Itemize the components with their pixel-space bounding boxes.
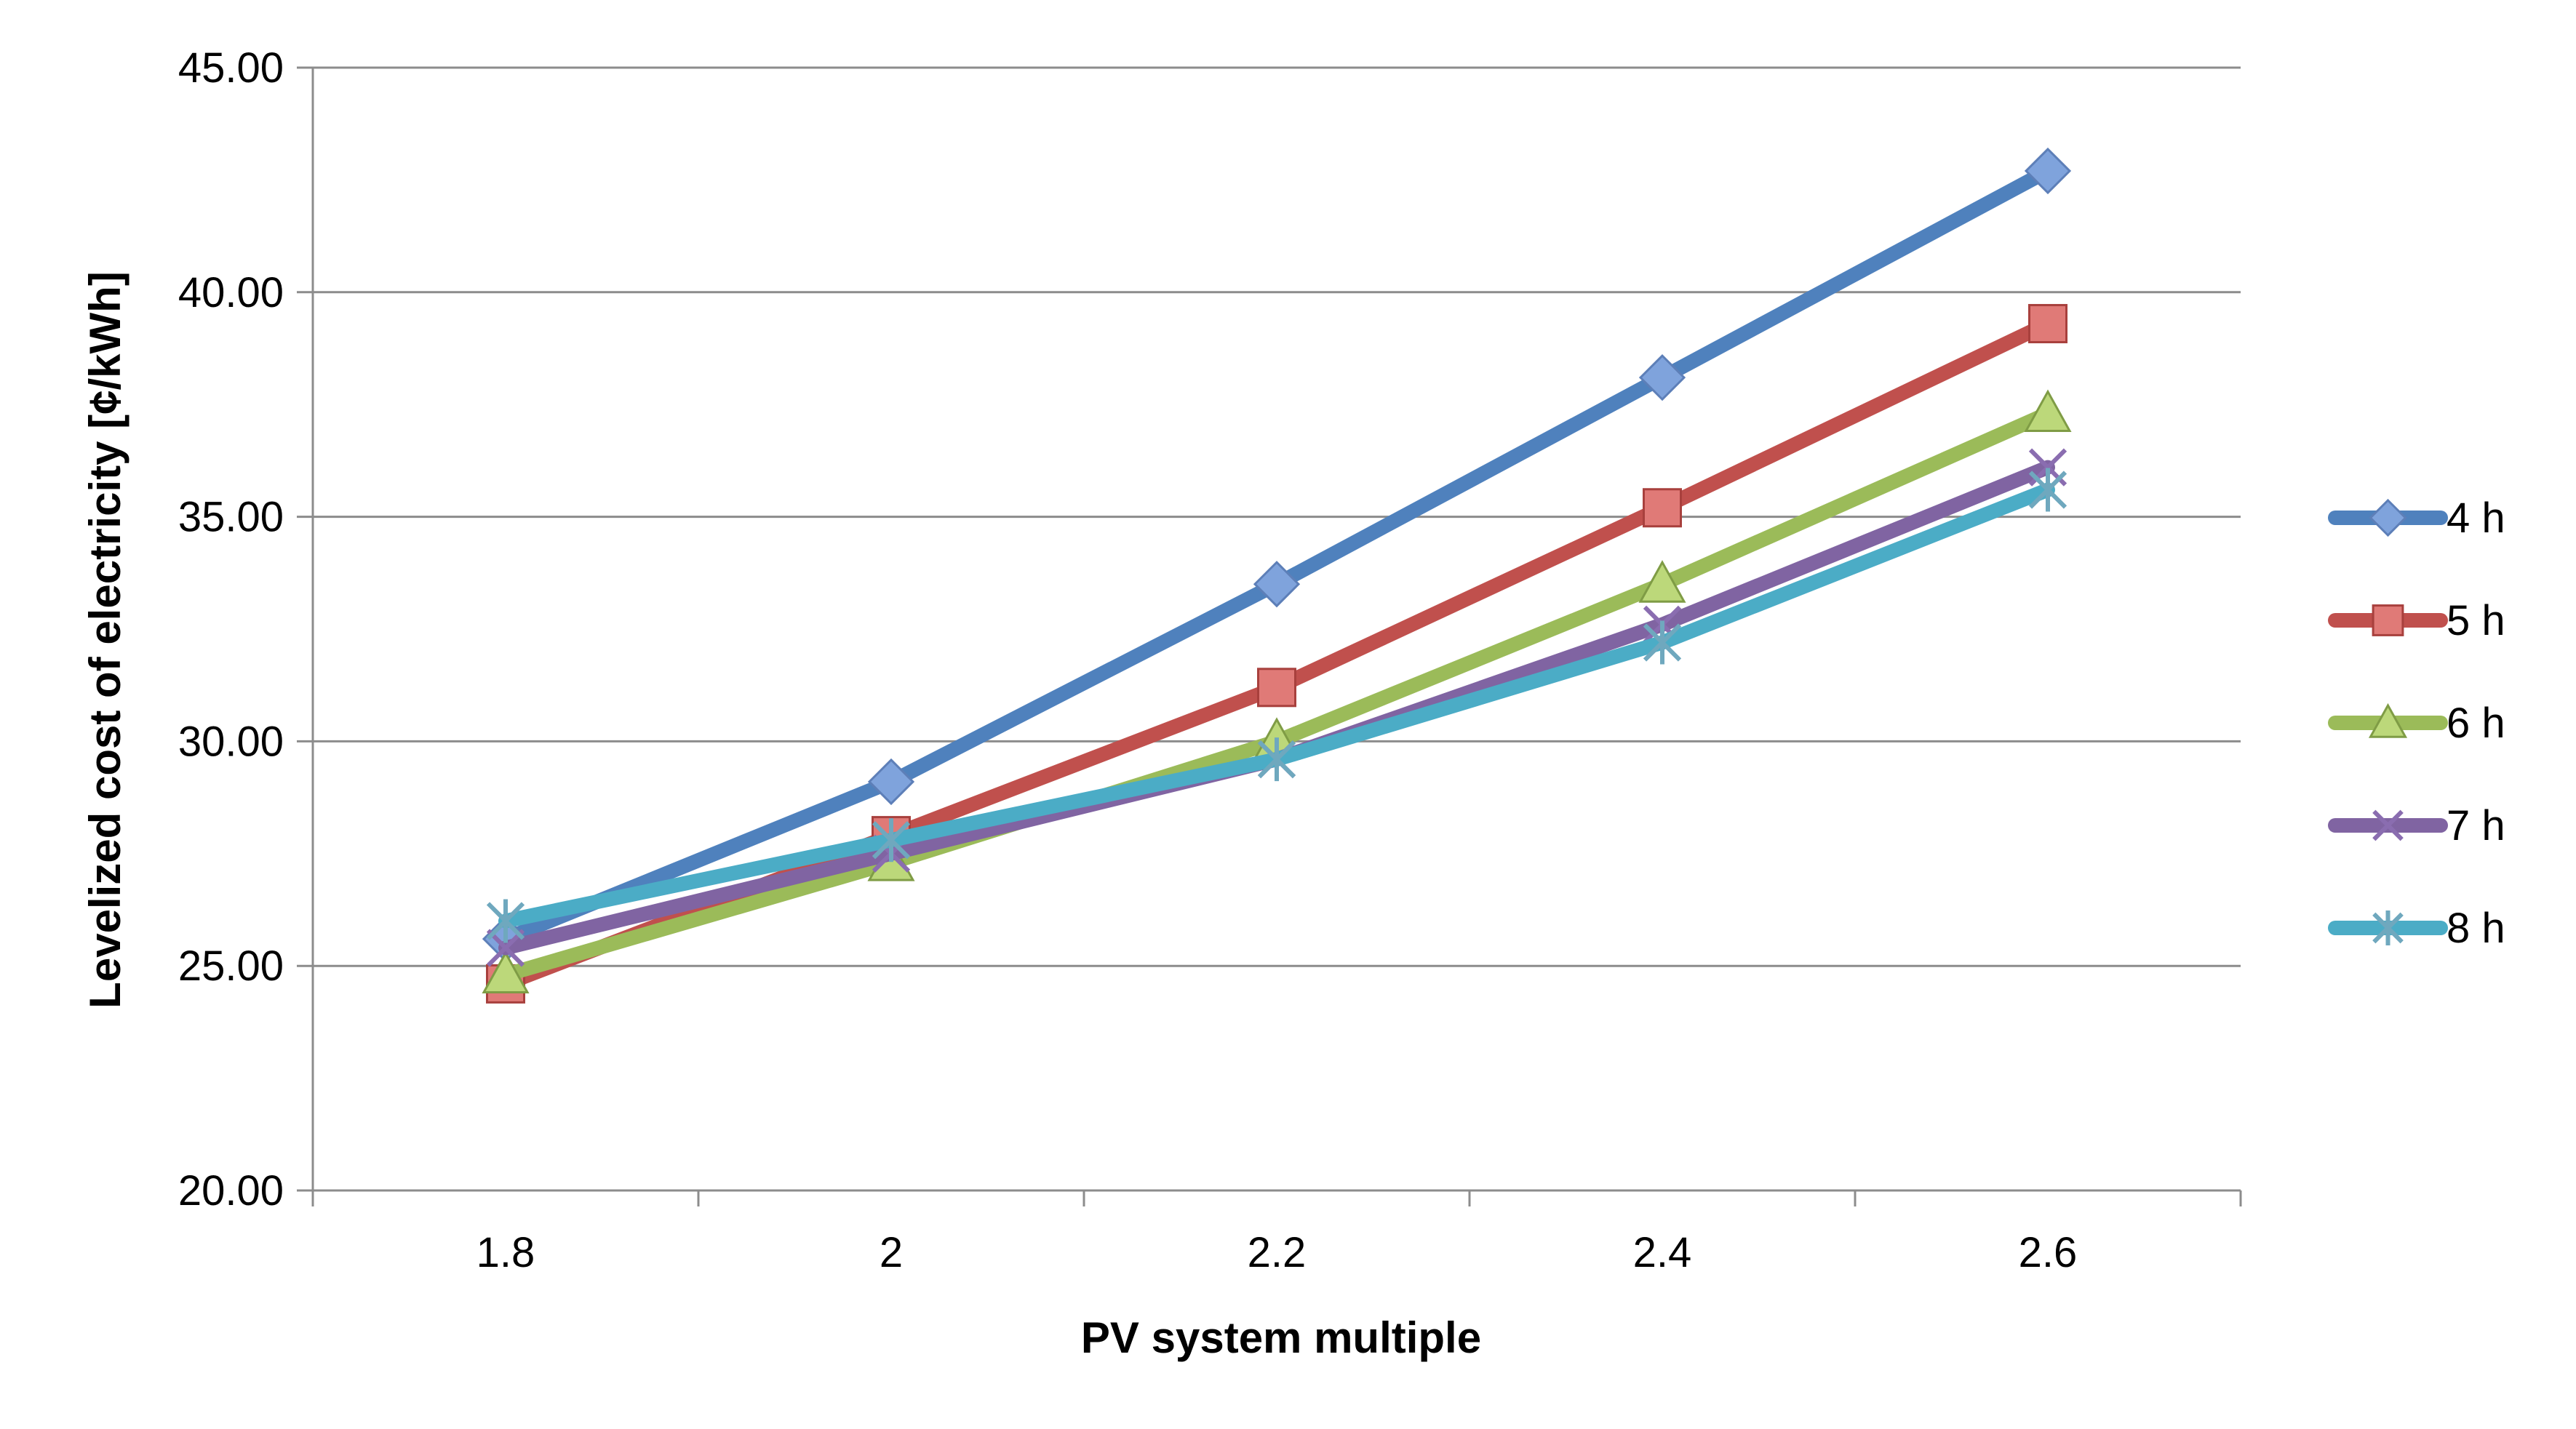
legend-label: 4 h [2447, 495, 2505, 542]
data-point [1253, 561, 1301, 608]
tick-labels: 20.00 25.00 30.00 35.00 40.00 45.00 1.8 2 2.2 2.4… [178, 44, 2077, 1276]
legend-item: 7 h [2328, 802, 2505, 849]
data-point [482, 950, 530, 994]
y-tick-label: 35.00 [178, 494, 284, 541]
legend: 4 h 5 h 6 h 7 h 8 h [2328, 495, 2505, 952]
legend-marker [2372, 809, 2404, 841]
data-point [2024, 147, 2072, 195]
x-axis-title: PV system multiple [1081, 1313, 1481, 1362]
data-point [872, 818, 911, 862]
y-tick-label: 45.00 [178, 44, 284, 92]
x-tick-label: 2.2 [1248, 1229, 1307, 1276]
series [482, 147, 2072, 1004]
data-point [1638, 560, 1686, 603]
legend-marker [2369, 498, 2407, 537]
y-tick-label: 25.00 [178, 942, 284, 990]
legend-marker [2372, 604, 2404, 636]
legend-label: 7 h [2447, 802, 2505, 849]
data-point [1638, 354, 1686, 401]
data-point [486, 929, 525, 967]
series-8h [486, 468, 2067, 943]
legend-label: 8 h [2447, 905, 2505, 952]
x-tick-label: 2.4 [1633, 1229, 1692, 1276]
legend-label: 5 h [2447, 597, 2505, 644]
y-axis-title: Levelized cost of electricity [¢/kWh] [81, 271, 129, 1009]
axes [297, 66, 2242, 1206]
x-tick-label: 2.6 [2019, 1229, 2078, 1276]
data-point [1257, 737, 1296, 782]
legend-marker [2368, 703, 2408, 738]
data-point [486, 899, 525, 943]
data-point [1643, 620, 1682, 665]
series-7h [486, 448, 2067, 967]
y-tick-label: 20.00 [178, 1167, 284, 1214]
y-tick-label: 40.00 [178, 269, 284, 316]
data-point [1643, 488, 1682, 528]
legend-label: 6 h [2447, 700, 2505, 747]
gridlines [313, 66, 2241, 967]
data-point [2028, 304, 2067, 344]
x-tick-label: 1.8 [476, 1229, 535, 1276]
data-point [2028, 468, 2067, 512]
legend-item: 5 h [2328, 597, 2505, 644]
y-tick-label: 30.00 [178, 718, 284, 765]
legend-marker [2372, 910, 2404, 945]
data-point [1257, 668, 1296, 708]
legend-item: 8 h [2328, 905, 2505, 952]
x-tick-label: 2 [880, 1229, 903, 1276]
legend-item: 4 h [2328, 495, 2505, 542]
legend-item: 6 h [2328, 700, 2505, 747]
data-point [2024, 389, 2072, 433]
data-point [867, 758, 915, 806]
